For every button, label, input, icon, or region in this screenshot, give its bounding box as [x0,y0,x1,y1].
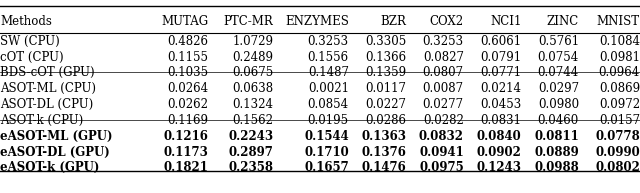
Text: eASOT-ML (GPU): eASOT-ML (GPU) [0,130,113,143]
Text: 0.0854: 0.0854 [308,98,349,111]
Text: 0.0675: 0.0675 [232,66,273,79]
Text: 0.1363: 0.1363 [362,130,406,143]
Text: BDS-cOT (GPU): BDS-cOT (GPU) [0,66,95,79]
Text: 0.1359: 0.1359 [365,66,406,79]
Text: 0.1544: 0.1544 [304,130,349,143]
Text: 0.1155: 0.1155 [168,51,209,63]
Text: 0.1366: 0.1366 [365,51,406,63]
Text: 0.0453: 0.0453 [480,98,522,111]
Text: 0.3253: 0.3253 [422,35,464,48]
Text: 0.0981: 0.0981 [599,51,640,63]
Text: 0.0827: 0.0827 [423,51,464,63]
Text: MUTAG: MUTAG [161,15,209,28]
Text: 0.1710: 0.1710 [304,146,349,158]
Text: 0.0744: 0.0744 [538,66,579,79]
Text: 0.0990: 0.0990 [595,146,640,158]
Text: 0.0087: 0.0087 [422,82,464,95]
Text: cOT (CPU): cOT (CPU) [0,51,63,63]
Text: ASOT-ML (CPU): ASOT-ML (CPU) [0,82,96,95]
Text: eASOT-DL (GPU): eASOT-DL (GPU) [0,146,109,158]
Text: 0.3253: 0.3253 [308,35,349,48]
Text: 0.0975: 0.0975 [419,161,464,174]
Text: 0.0117: 0.0117 [365,82,406,95]
Text: 0.1216: 0.1216 [164,130,209,143]
Text: SW (CPU): SW (CPU) [0,35,60,48]
Text: 0.1376: 0.1376 [362,146,406,158]
Text: 0.6061: 0.6061 [480,35,522,48]
Text: 0.4826: 0.4826 [168,35,209,48]
Text: 0.0297: 0.0297 [538,82,579,95]
Text: 0.0277: 0.0277 [422,98,464,111]
Text: 0.0941: 0.0941 [419,146,464,158]
Text: Methods: Methods [0,15,52,28]
Text: 0.1243: 0.1243 [476,161,522,174]
Text: 0.0021: 0.0021 [308,82,349,95]
Text: 0.1324: 0.1324 [232,98,273,111]
Text: 0.0214: 0.0214 [481,82,522,95]
Text: 0.2358: 0.2358 [228,161,273,174]
Text: 0.0286: 0.0286 [365,114,406,127]
Text: ASOT-k (CPU): ASOT-k (CPU) [0,114,83,127]
Text: 0.0460: 0.0460 [538,114,579,127]
Text: ASOT-DL (CPU): ASOT-DL (CPU) [0,98,93,111]
Text: 0.1821: 0.1821 [164,161,209,174]
Text: 0.0964: 0.0964 [599,66,640,79]
Text: 0.0972: 0.0972 [599,98,640,111]
Text: 0.3305: 0.3305 [365,35,406,48]
Text: 0.1173: 0.1173 [164,146,209,158]
Text: 0.0831: 0.0831 [481,114,522,127]
Text: eASOT-k (GPU): eASOT-k (GPU) [0,161,99,174]
Text: 0.0771: 0.0771 [480,66,522,79]
Text: 0.0638: 0.0638 [232,82,273,95]
Text: 0.0264: 0.0264 [168,82,209,95]
Text: 0.0778: 0.0778 [595,130,640,143]
Text: 0.0840: 0.0840 [477,130,522,143]
Text: 0.1556: 0.1556 [308,51,349,63]
Text: 0.2243: 0.2243 [228,130,273,143]
Text: 0.2897: 0.2897 [228,146,273,158]
Text: 0.0195: 0.0195 [308,114,349,127]
Text: ENZYMES: ENZYMES [285,15,349,28]
Text: 0.0754: 0.0754 [538,51,579,63]
Text: 0.0807: 0.0807 [422,66,464,79]
Text: 0.0262: 0.0262 [168,98,209,111]
Text: 0.1562: 0.1562 [232,114,273,127]
Text: 0.2489: 0.2489 [232,51,273,63]
Text: 0.0802: 0.0802 [595,161,640,174]
Text: 0.0889: 0.0889 [534,146,579,158]
Text: 0.1035: 0.1035 [168,66,209,79]
Text: 0.1476: 0.1476 [362,161,406,174]
Text: 0.0869: 0.0869 [599,82,640,95]
Text: 0.1657: 0.1657 [304,161,349,174]
Text: 0.0832: 0.0832 [419,130,464,143]
Text: 0.1169: 0.1169 [168,114,209,127]
Text: 0.1487: 0.1487 [308,66,349,79]
Text: 0.0157: 0.0157 [599,114,640,127]
Text: BZR: BZR [380,15,406,28]
Text: PTC-MR: PTC-MR [223,15,273,28]
Text: NCI1: NCI1 [490,15,522,28]
Text: 1.0729: 1.0729 [232,35,273,48]
Text: MNIST: MNIST [597,15,640,28]
Text: 0.1084: 0.1084 [599,35,640,48]
Text: 0.0988: 0.0988 [534,161,579,174]
Text: 0.5761: 0.5761 [538,35,579,48]
Text: COX2: COX2 [429,15,464,28]
Text: 0.0811: 0.0811 [534,130,579,143]
Text: 0.0902: 0.0902 [476,146,522,158]
Text: 0.0227: 0.0227 [365,98,406,111]
Text: 0.0980: 0.0980 [538,98,579,111]
Text: ZINC: ZINC [547,15,579,28]
Text: 0.0282: 0.0282 [423,114,464,127]
Text: 0.0791: 0.0791 [480,51,522,63]
